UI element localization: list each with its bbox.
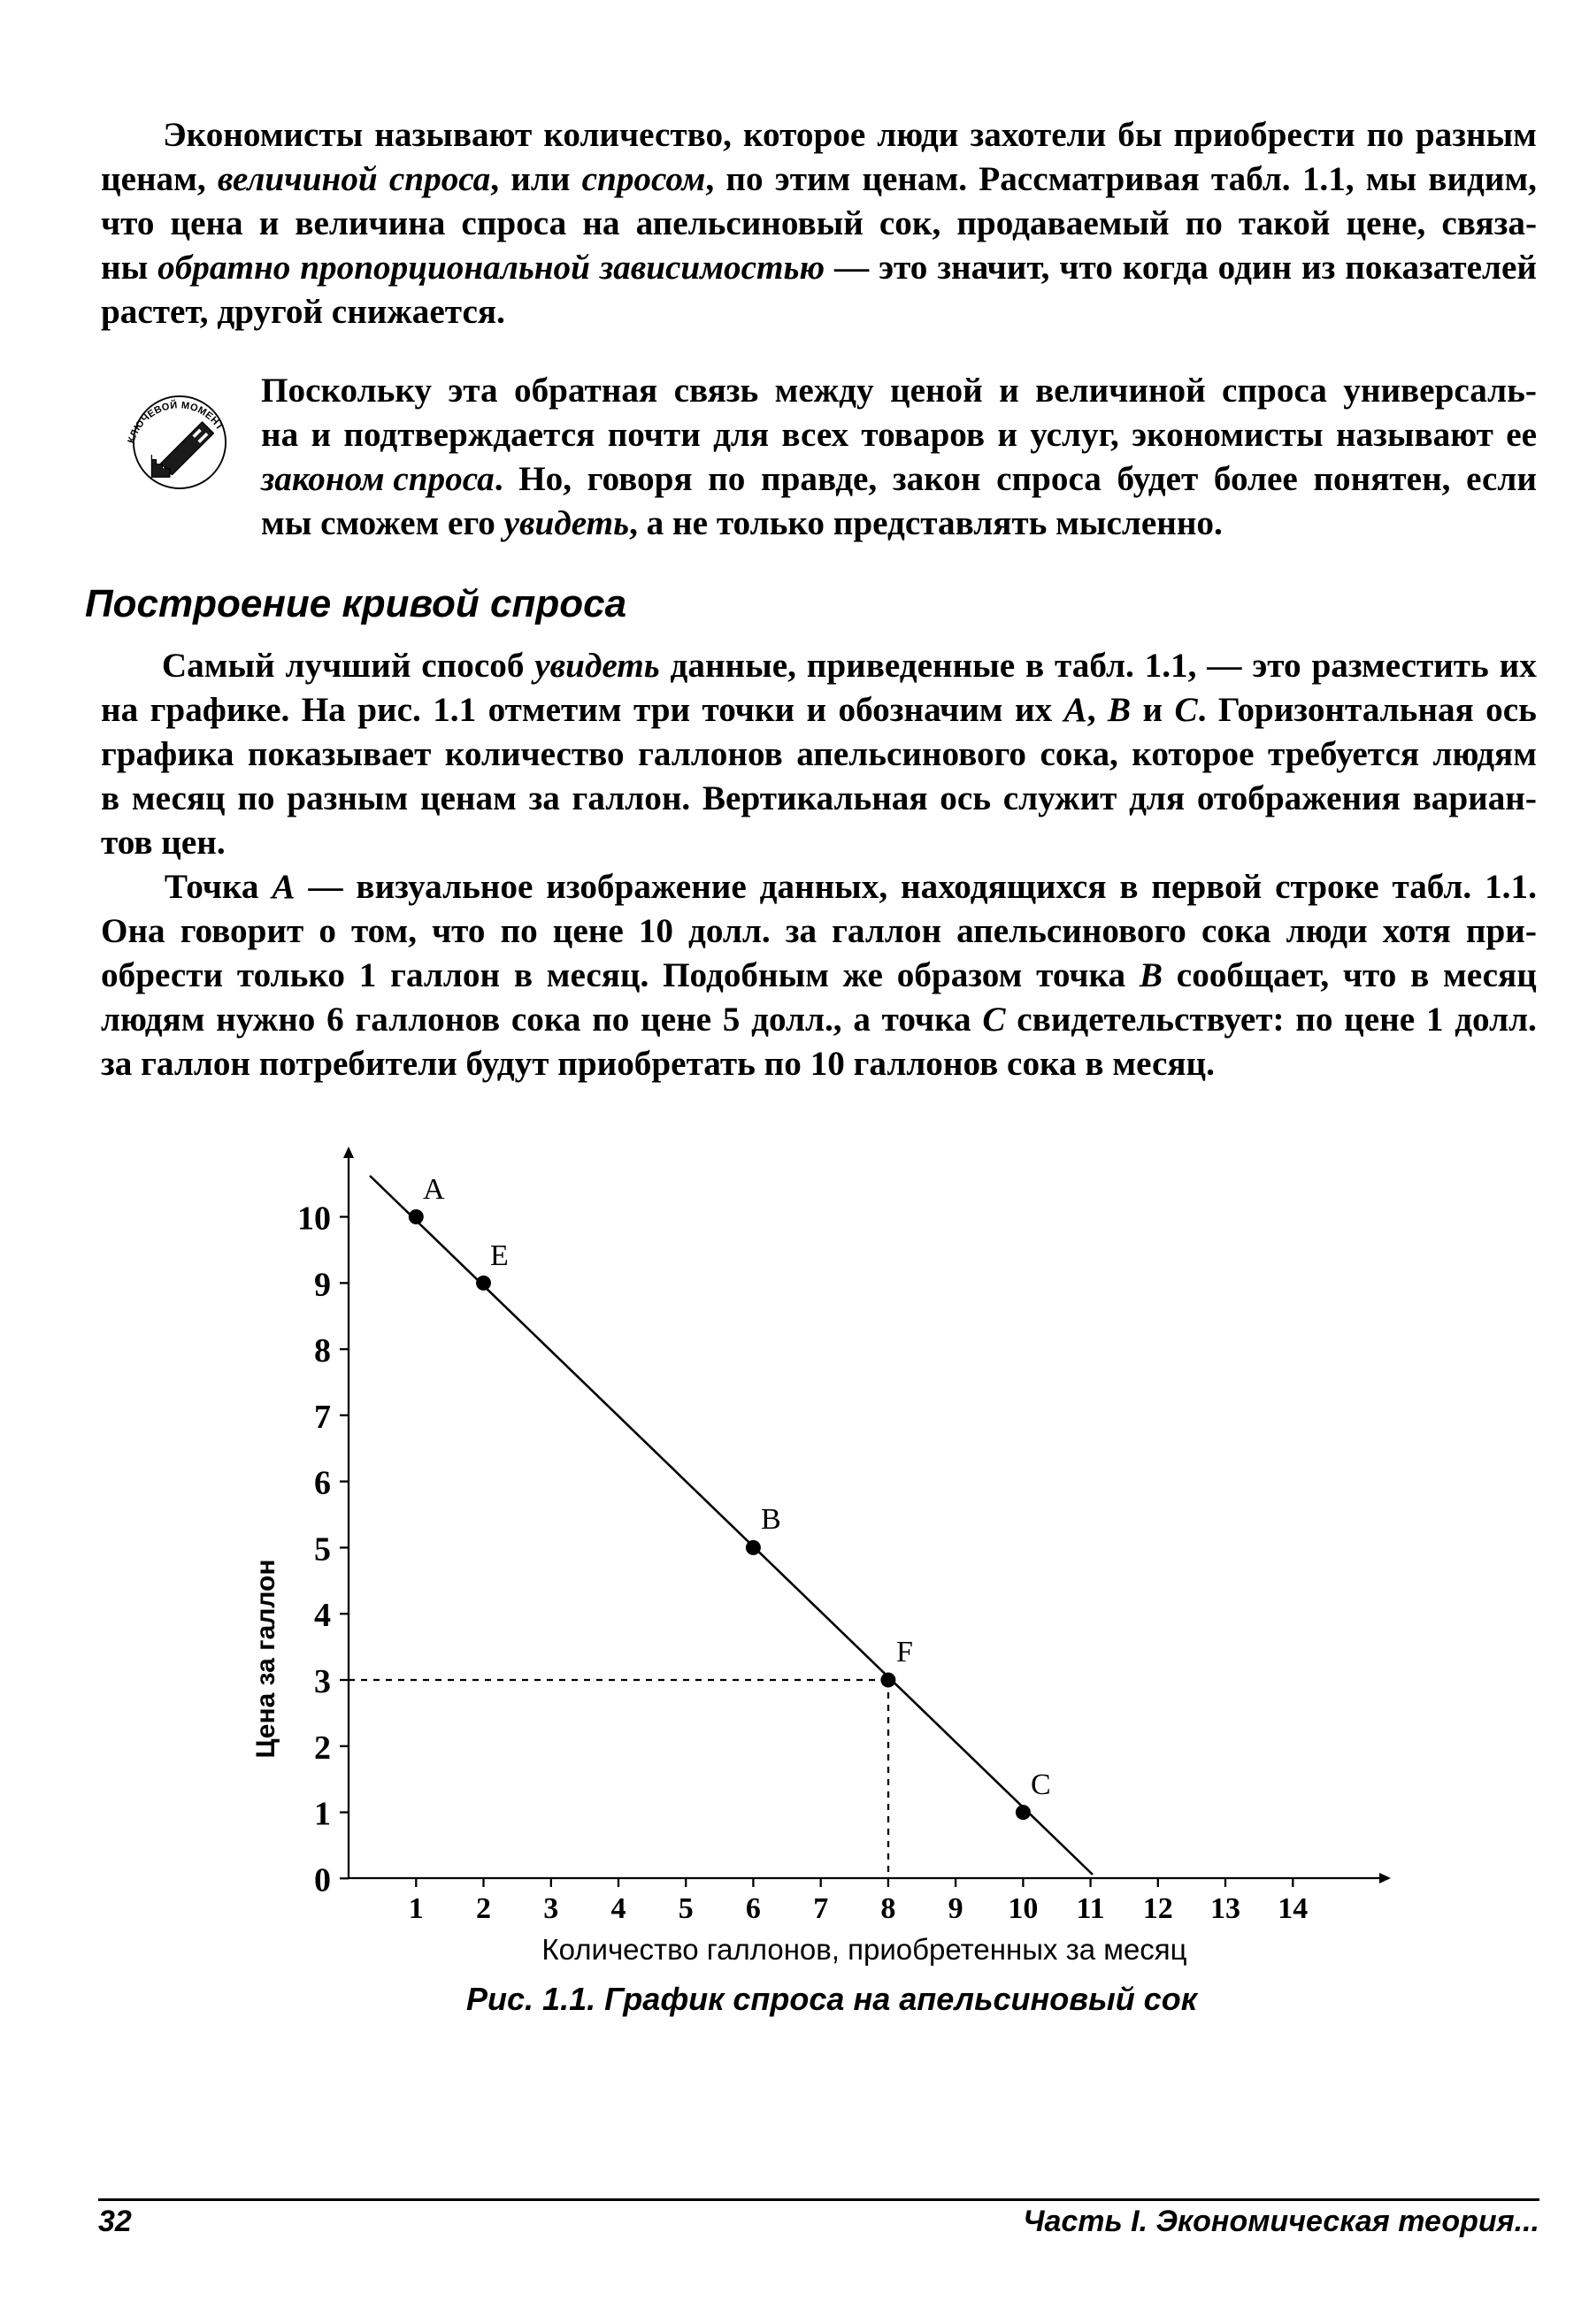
svg-text:Цена за галлон: Цена за галлон [251,1560,280,1759]
svg-text:6: 6 [314,1465,331,1502]
svg-text:Рис. 1.1. График спроса на апе: Рис. 1.1. График спроса на апельсиновый … [466,1981,1199,2017]
svg-text:14: 14 [1278,1892,1308,1925]
svg-text:10: 10 [1008,1892,1038,1925]
svg-text:9: 9 [948,1892,963,1925]
svg-text:1: 1 [314,1796,331,1833]
svg-text:F: F [896,1636,913,1668]
svg-text:2: 2 [476,1892,491,1925]
svg-text:1: 1 [409,1892,424,1925]
svg-text:0: 0 [314,1861,331,1898]
svg-text:8: 8 [880,1892,895,1925]
svg-text:11: 11 [1077,1892,1105,1925]
svg-text:6: 6 [746,1892,761,1925]
svg-text:5: 5 [679,1892,694,1925]
svg-text:3: 3 [543,1892,558,1925]
svg-text:7: 7 [314,1399,331,1436]
svg-text:3: 3 [314,1663,331,1700]
svg-text:2: 2 [314,1730,331,1767]
svg-text:7: 7 [813,1892,828,1925]
svg-text:C: C [1031,1768,1051,1801]
svg-text:B: B [761,1503,781,1536]
svg-text:E: E [490,1239,509,1272]
svg-text:8: 8 [314,1332,331,1369]
svg-text:13: 13 [1210,1892,1240,1925]
svg-text:A: A [423,1173,445,1206]
svg-text:КЛЮЧЕВОЙ МОМЕНТ: КЛЮЧЕВОЙ МОМЕНТ [127,399,226,444]
svg-text:Количество галлонов, приобрете: Количество галлонов, приобретенных за ме… [541,1933,1186,1966]
svg-text:10: 10 [297,1200,331,1238]
svg-text:4: 4 [314,1597,331,1634]
svg-text:9: 9 [314,1266,331,1303]
svg-text:4: 4 [611,1892,626,1925]
svg-text:5: 5 [314,1530,331,1568]
svg-text:12: 12 [1143,1892,1173,1925]
